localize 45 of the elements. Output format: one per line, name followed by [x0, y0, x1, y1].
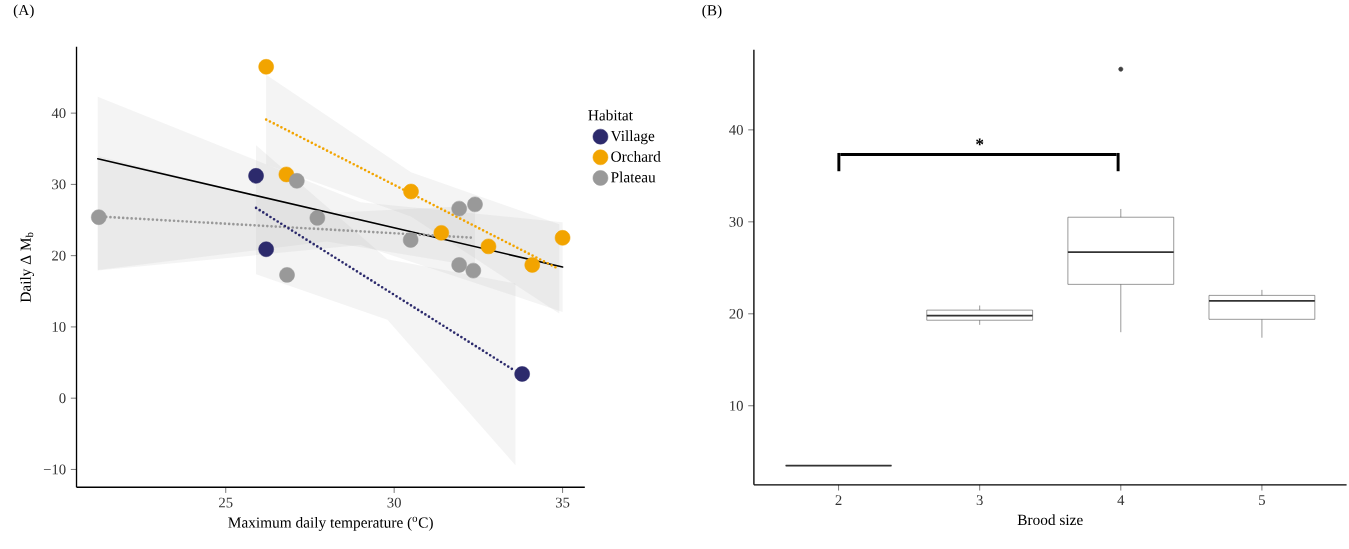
point [451, 257, 467, 273]
point [465, 262, 482, 279]
x-tick-label: 2 [835, 495, 842, 505]
point [480, 238, 497, 254]
legend-label: Plateau [611, 171, 656, 183]
y-tick-label: 40 [729, 124, 743, 135]
y-tick-label: 20 [729, 308, 743, 319]
point [258, 241, 274, 257]
point [451, 200, 467, 217]
x-axis-title: Brood size [1017, 514, 1083, 525]
point [433, 224, 450, 241]
legend-title: Habitat [588, 109, 633, 121]
y-tick-label: 10 [52, 321, 66, 332]
point [554, 229, 571, 246]
legend-label: Orchard [611, 150, 661, 162]
y-tick-label: 0 [59, 393, 66, 403]
y-tick-label: 20 [52, 250, 66, 261]
x-tick-label: 35 [555, 497, 570, 508]
y-tick-label: 10 [730, 400, 743, 411]
y-axis-title: Daily Δ M$_{b}$ [20, 232, 35, 303]
y-tick-label: 30 [52, 179, 66, 190]
x-axis-title: Maximum daily temperature ($^{o}$C) [228, 516, 433, 531]
point [258, 58, 274, 75]
x-tick-label: 25 [219, 497, 233, 508]
y-tick-label: 40 [51, 108, 66, 118]
point [248, 167, 264, 184]
x-tick-label: 30 [387, 497, 401, 508]
chart-title: (B) [702, 4, 722, 19]
chart-title: (A) [13, 4, 34, 19]
x-tick-label: 4 [1117, 495, 1125, 505]
x-tick-label: 3 [976, 495, 983, 505]
point [524, 257, 540, 273]
annotation: * [976, 138, 984, 146]
point [402, 232, 419, 248]
point [289, 172, 305, 189]
y-tick-label: 30 [729, 216, 743, 227]
point [403, 183, 419, 200]
x-tick-label: 5 [1259, 495, 1265, 505]
point [309, 210, 326, 226]
point [514, 366, 530, 382]
point [467, 196, 483, 212]
point [91, 209, 107, 225]
y-tick-label: −10 [43, 464, 66, 475]
legend-label: Village [610, 130, 655, 145]
point [279, 267, 295, 283]
